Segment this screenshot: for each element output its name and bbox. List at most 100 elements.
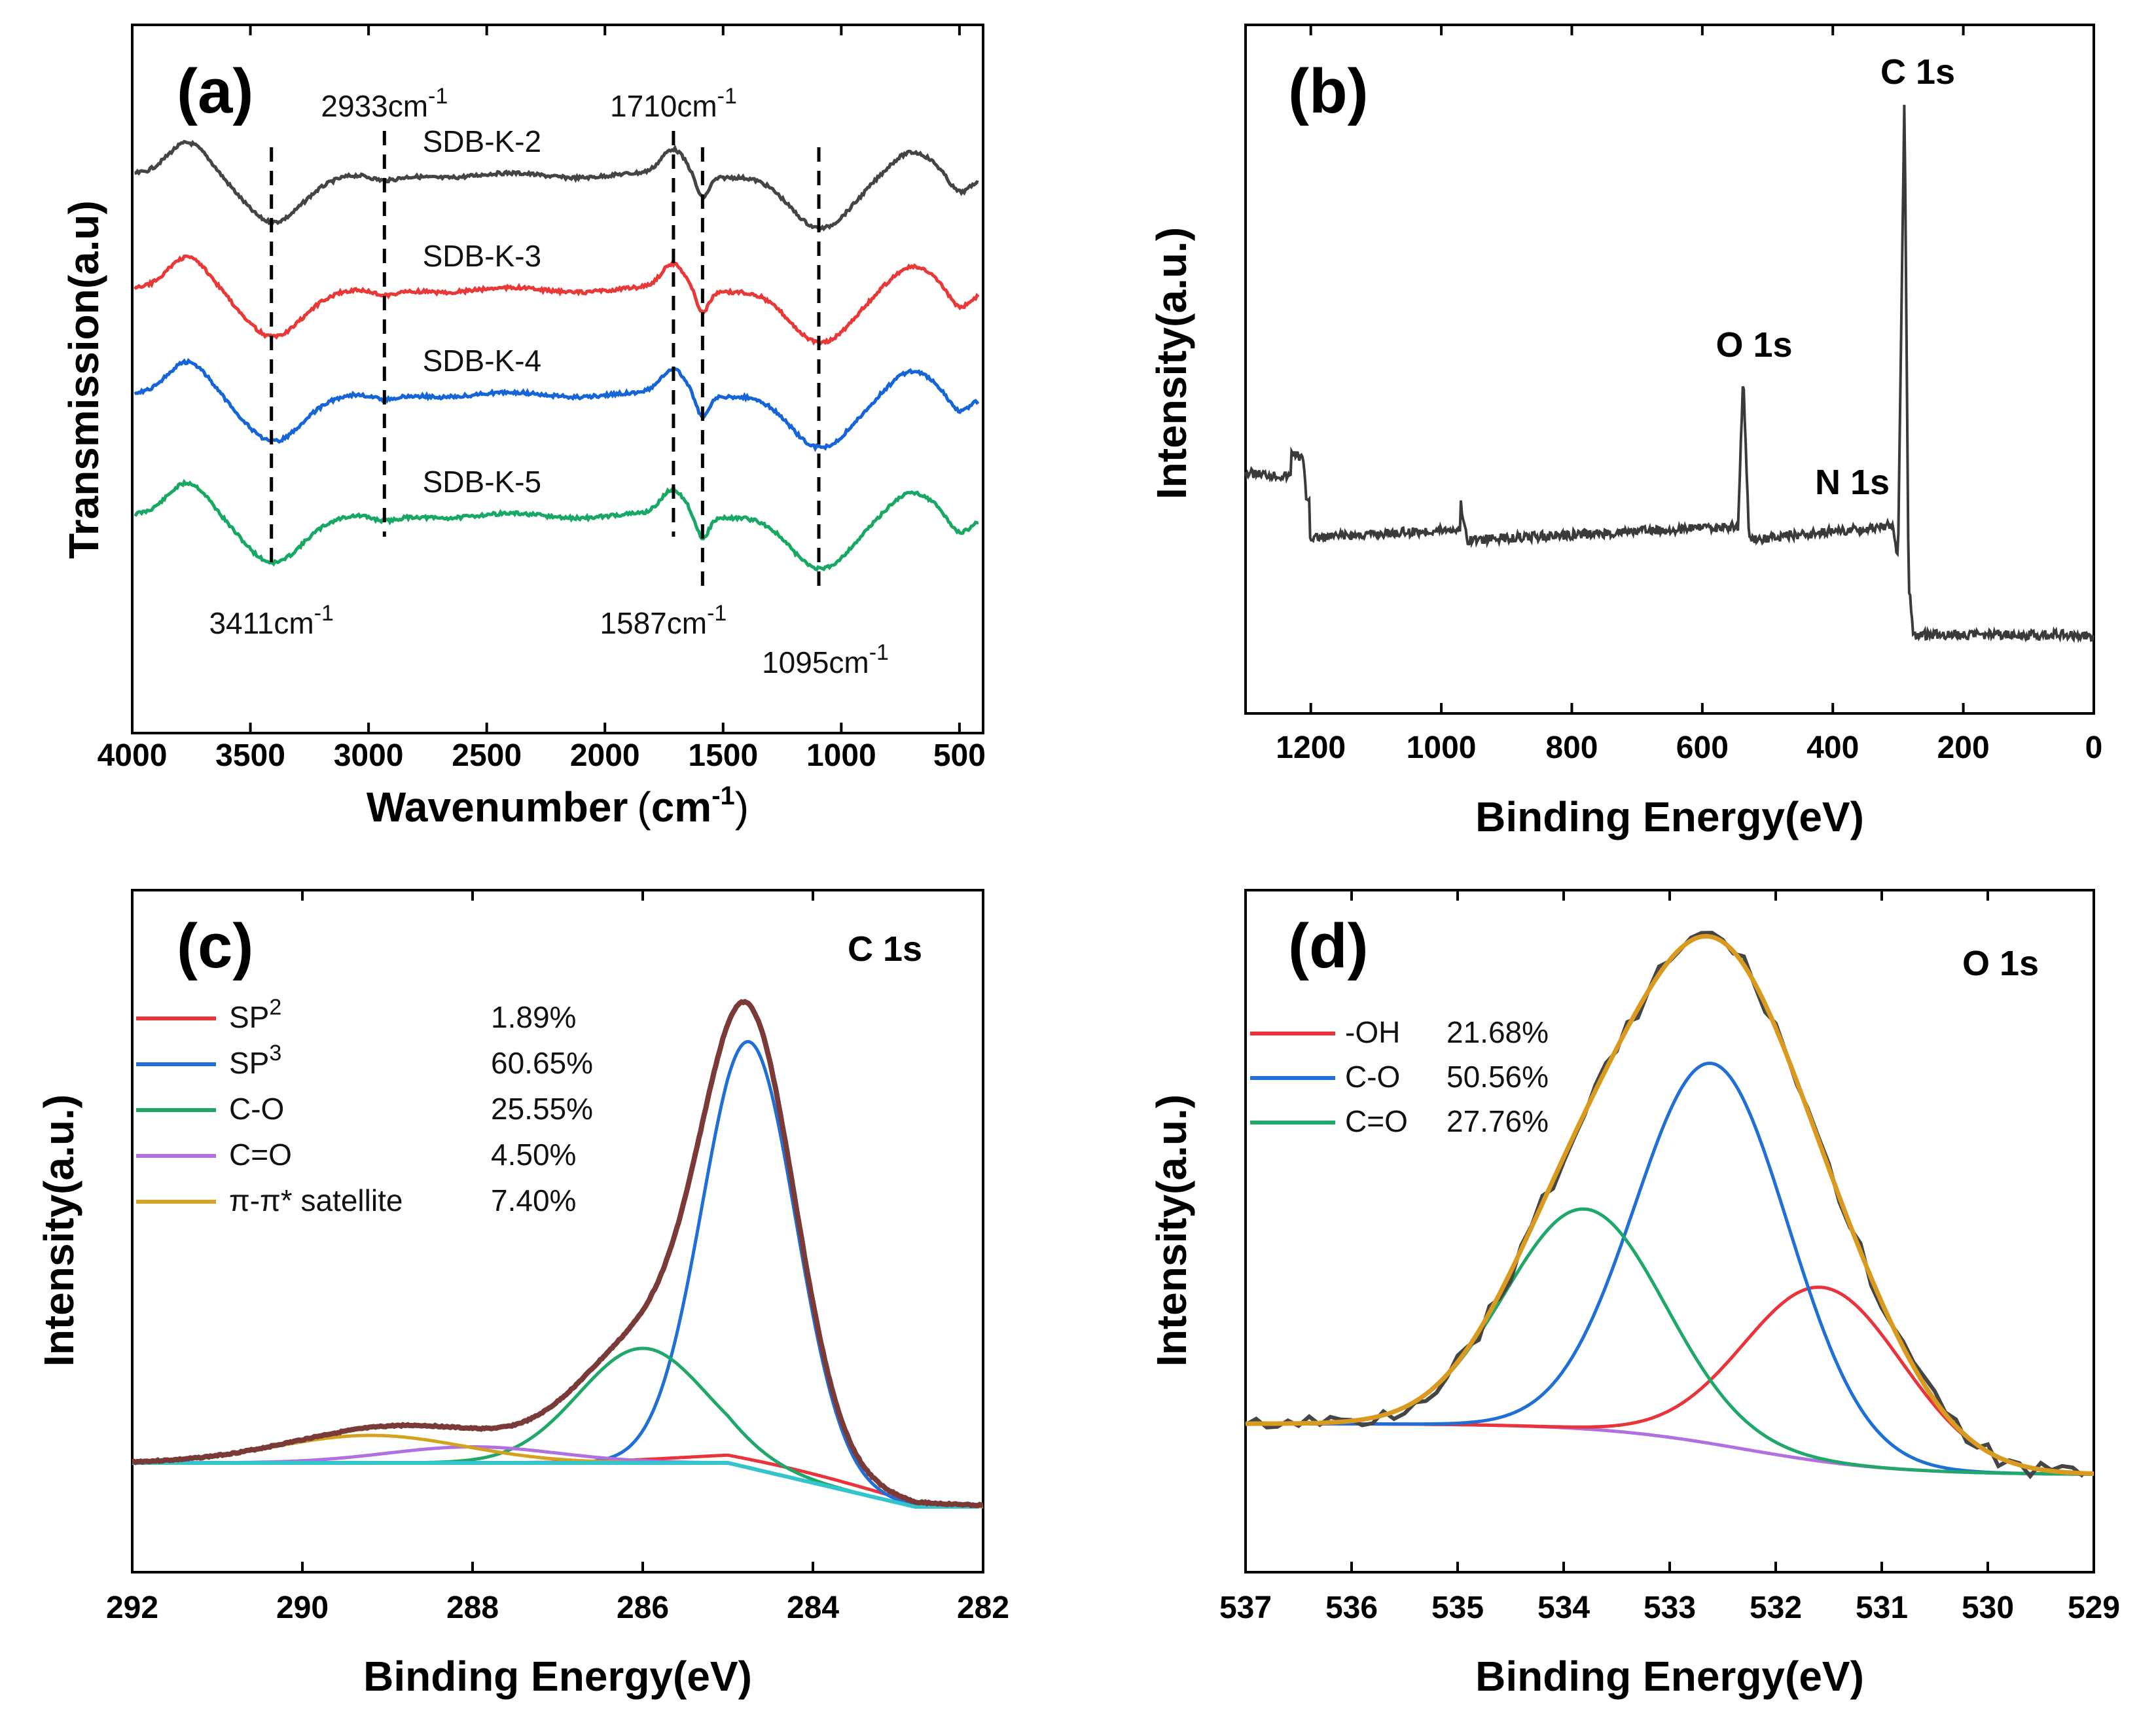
panel-b-peak-labels: C 1s O 1s N 1s [1716, 52, 1955, 502]
d-xtick-label-7: 530 [1962, 1591, 2014, 1625]
c1s-legend-percent-3: 4.50% [491, 1138, 576, 1172]
ftir-label-sdb-k-2: SDB-K-2 [423, 124, 541, 158]
o1s-component-co [1246, 1061, 2094, 1476]
ftir-label-sdb-k-3: SDB-K-3 [423, 239, 541, 273]
panel-d-legend: -OH 21.68% C-O 50.56% C=O 27.76% [1250, 1015, 1549, 1138]
o1s-legend-percent-2: 27.76% [1446, 1104, 1549, 1138]
d-xtick-label-5: 532 [1750, 1591, 1802, 1625]
ftir-annotation-3411: 3411cm-1 [209, 601, 333, 640]
b-xtick-label-6: 0 [2085, 730, 2103, 765]
b-xtick-label-0: 1200 [1276, 730, 1346, 765]
a-xtick-label-7: 500 [933, 738, 986, 773]
ftir-line-sdb-k-3 [134, 254, 980, 348]
c1s-legend-label-2: C-O [229, 1092, 284, 1126]
c-xtick-label-3: 286 [617, 1591, 669, 1625]
c1s-legend-label-0: SP2 [229, 995, 281, 1034]
panel-b-survey: 1200 1000 800 600 400 200 0 C 1s O 1s N 1s (b) B… [1148, 24, 2102, 840]
o1s-legend-label-2: C=O [1345, 1104, 1408, 1138]
panel-d-ylabel: Intensity(a.u.) [1148, 1094, 1195, 1367]
c1s-envelope [132, 998, 984, 1509]
panel-d-xlabel: Binding Energy(eV) [1475, 1653, 1864, 1700]
panel-b-ylabel: Intensity(a.u.) [1148, 227, 1195, 499]
d-xtick-label-0: 537 [1219, 1591, 1272, 1625]
c1s-legend-percent-4: 7.40% [491, 1183, 576, 1217]
b-xtick-label-5: 200 [1937, 730, 1990, 765]
survey-peak-n-1s: N 1s [1815, 463, 1890, 502]
c1s-legend-label-3: C=O [229, 1138, 292, 1172]
c1s-legend-label-4: π-π* satellite [229, 1183, 403, 1217]
c1s-legend-percent-1: 60.65% [491, 1046, 593, 1080]
a-xtick-label-6: 1000 [806, 738, 876, 773]
c-xtick-label-5: 282 [957, 1591, 1009, 1625]
o1s-legend-label-1: C-O [1345, 1060, 1400, 1094]
a-xtick-label-4: 2000 [570, 738, 640, 773]
panel-b-xlabel: Binding Energy(eV) [1475, 793, 1864, 840]
c-xtick-label-1: 290 [276, 1591, 329, 1625]
panel-b-label: (b) [1288, 56, 1369, 126]
o1s-fit-envelope [1246, 933, 2094, 1476]
panel-b-ticks: 1200 1000 800 600 400 200 0 [1276, 25, 2102, 765]
panel-c-ticks: 292 290 288 286 284 282 [106, 890, 1009, 1625]
ftir-line-sdb-k-4 [134, 357, 980, 452]
o1s-legend-percent-1: 50.56% [1446, 1060, 1549, 1094]
panel-c-legend: SP2 1.89% SP3 60.65% C-O 25.55% C=O 4.50% π-π* s… [136, 995, 593, 1217]
a-xtick-label-3: 2500 [452, 738, 522, 773]
ftir-line-sdb-k-2 [134, 139, 979, 232]
c1s-legend-percent-2: 25.55% [491, 1092, 593, 1126]
d-xtick-label-6: 531 [1856, 1591, 1908, 1625]
ftir-line-sdb-k-5 [134, 478, 979, 572]
c-xtick-label-0: 292 [106, 1591, 158, 1625]
c1s-legend-percent-0: 1.89% [491, 1000, 576, 1034]
ftir-annotation-1710: 1710cm-1 [610, 84, 737, 123]
o1s-legend-label-0: -OH [1345, 1015, 1400, 1049]
d-xtick-label-3: 534 [1537, 1591, 1590, 1625]
b-xtick-label-2: 800 [1545, 730, 1598, 765]
panel-c-title: C 1s [848, 929, 922, 969]
panel-c-xlabel: Binding Energy(eV) [363, 1653, 752, 1700]
panel-d-title: O 1s [1962, 944, 2039, 983]
d-xtick-label-1: 536 [1325, 1591, 1378, 1625]
panel-a-label: (a) [177, 56, 253, 126]
ftir-annotation-1587: 1587cm-1 [600, 601, 727, 640]
panel-a-series: SDB-K-5 SDB-K-4 SDB-K-3 SDB-K-2 [134, 124, 980, 572]
b-xtick-label-4: 400 [1806, 730, 1859, 765]
d-xtick-label-8: 529 [2068, 1591, 2120, 1625]
panel-c-c1s: 292 290 288 286 284 282 SP2 1.89%SP3 60.65%C-O 2… [35, 889, 1009, 1700]
d-xtick-label-2: 535 [1431, 1591, 1484, 1625]
ftir-label-sdb-k-4: SDB-K-4 [423, 344, 541, 378]
panel-a-frame [131, 24, 984, 734]
c1s-legend-label-1: SP3 [229, 1041, 281, 1080]
panel-a-annotations: 3411cm-1 2933cm-1 1710cm-1 1587cm-1 1095cm-1 [209, 84, 889, 679]
c-xtick-label-4: 284 [787, 1591, 839, 1625]
panel-a-ftir: SDB-K-5 SDB-K-4 SDB-K-3 SDB-K-2 3411cm-1 293… [60, 24, 986, 831]
a-xtick-label-0: 4000 [98, 738, 168, 773]
panel-d-curves [1244, 931, 2094, 1480]
ftir-annotation-2933: 2933cm-1 [321, 84, 448, 123]
a-xtick-label-2: 3000 [334, 738, 404, 773]
ftir-label-sdb-k-5: SDB-K-5 [423, 465, 541, 499]
survey-peak-c-1s: C 1s [1880, 52, 1955, 92]
c-xtick-label-2: 288 [446, 1591, 499, 1625]
c1s-baseline [132, 1461, 979, 1509]
d-xtick-label-4: 533 [1644, 1591, 1696, 1625]
panel-c-frame [131, 889, 984, 1573]
panel-c-curves [132, 998, 984, 1509]
o1s-legend-percent-0: 21.68% [1446, 1015, 1549, 1049]
b-xtick-label-1: 1000 [1407, 730, 1477, 765]
panel-b-frame [1244, 24, 2095, 715]
a-xtick-label-5: 1500 [688, 738, 758, 773]
panel-d-label: (d) [1288, 911, 1369, 981]
ftir-annotation-1095: 1095cm-1 [762, 640, 889, 679]
panel-c-ylabel: Intensity(a.u.) [35, 1094, 82, 1367]
panel-d-ticks: 537 536 535 534 533 532 531 530 529 [1219, 890, 2120, 1625]
b-xtick-label-3: 600 [1676, 730, 1729, 765]
survey-peak-o-1s: O 1s [1716, 325, 1792, 365]
panel-a-ylabel: Transmission(a.u) [60, 200, 107, 559]
panel-d-o1s: 537 536 535 534 533 532 531 530 529 -OH 21.68% C-O… [1148, 889, 2120, 1700]
panel-c-label: (c) [177, 911, 253, 981]
survey-spectrum [1244, 105, 2094, 643]
a-xtick-label-1: 3500 [215, 738, 285, 773]
panel-a-ticks: 4000 3500 3000 2500 2000 1500 1000 500 [98, 25, 986, 773]
panel-a-xlabel: Wavenumber (cm-1) [367, 782, 749, 831]
